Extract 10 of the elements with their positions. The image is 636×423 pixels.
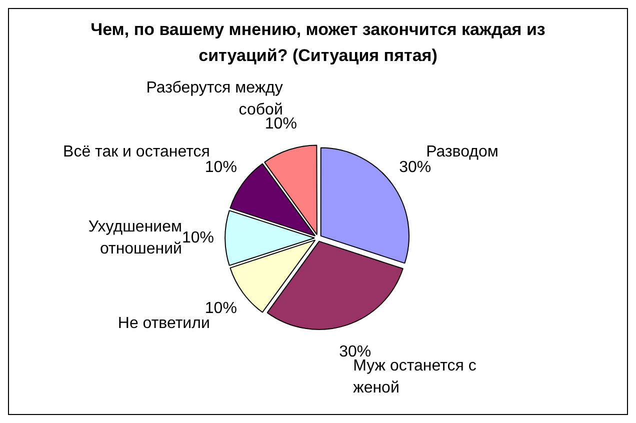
slice-label: Ухудшением отношений	[88, 218, 182, 258]
slice-label: Разводом	[426, 144, 498, 161]
data-label: 10%	[264, 115, 297, 132]
data-label: 30%	[399, 158, 432, 176]
chart-title: Чем, по вашему мнению, может закончится каждая из ситуаций? (Ситуация пятая)	[90, 19, 546, 67]
slice-label: Не ответили	[118, 315, 210, 332]
data-label: 10%	[182, 229, 214, 246]
data-label: 10%	[204, 300, 237, 317]
slice-label: Всё так и останется	[63, 144, 210, 161]
data-label: 10%	[204, 158, 237, 176]
